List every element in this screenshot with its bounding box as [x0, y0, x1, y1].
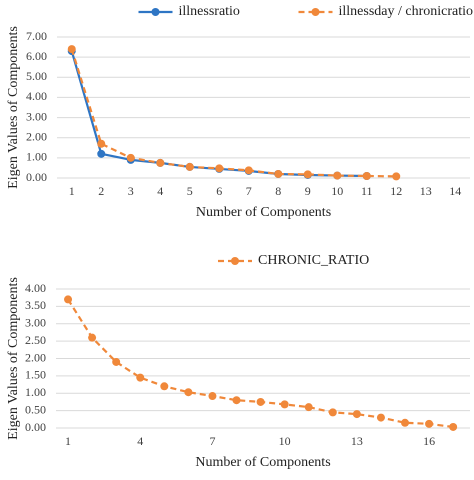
point [112, 357, 121, 366]
y-tick-label: 3.50 [25, 298, 46, 312]
y-tick-label: 6.00 [26, 49, 47, 63]
point [304, 403, 313, 412]
x-tick-label: 11 [361, 184, 373, 198]
y-tick-label: 0.00 [26, 170, 47, 184]
x-tick-label: 7 [209, 434, 215, 448]
y-tick-label: 0.50 [25, 402, 46, 416]
y-axis-label: Eigen Values of Components [6, 277, 21, 440]
point [64, 295, 73, 304]
point [328, 408, 337, 417]
x-axis-label: Number of Components [195, 455, 330, 470]
y-tick-label: 3.00 [25, 316, 46, 330]
point [244, 166, 253, 175]
point [88, 333, 97, 342]
series-line [70, 50, 367, 178]
point [352, 410, 361, 419]
x-tick-label: 7 [246, 184, 252, 198]
series-line [70, 48, 397, 178]
x-tick-label: 13 [420, 184, 432, 198]
y-tick-label: 1.00 [25, 385, 46, 399]
y-tick-label: 2.00 [26, 129, 47, 143]
x-tick-label: 12 [390, 184, 402, 198]
point [97, 139, 106, 148]
y-tick-label: 3.00 [26, 109, 47, 123]
legend-marker [231, 257, 239, 265]
y-tick-label: 5.00 [26, 69, 47, 83]
point [67, 45, 76, 54]
x-tick-label: 3 [128, 184, 134, 198]
y-tick-label: 4.00 [25, 281, 46, 295]
x-tick-label: 14 [449, 184, 461, 198]
point [333, 171, 342, 180]
y-tick-label: 1.00 [26, 150, 47, 164]
x-tick-label: 16 [423, 434, 435, 448]
point [97, 149, 106, 158]
x-tick-label: 6 [216, 184, 222, 198]
point [401, 418, 410, 427]
point [160, 382, 169, 391]
x-tick-label: 4 [137, 434, 143, 448]
point [156, 158, 165, 167]
legend-label: CHRONIC_RATIO [258, 253, 369, 268]
point [362, 171, 371, 180]
point [449, 422, 458, 431]
y-tick-label: 2.00 [25, 350, 46, 364]
point [136, 373, 145, 382]
point [126, 153, 135, 162]
legend-marker [151, 8, 160, 16]
x-tick-label: 8 [275, 184, 281, 198]
x-tick-label: 4 [157, 184, 163, 198]
x-tick-label: 13 [351, 434, 363, 448]
point [215, 164, 224, 173]
y-tick-label: 2.50 [25, 333, 46, 347]
point [274, 169, 283, 178]
point [303, 170, 312, 179]
point [184, 388, 193, 397]
series-line [67, 298, 454, 429]
legend-label: illnessratio [179, 4, 240, 19]
legend-marker [311, 8, 320, 16]
legend-label: illnessday / chronicratio [339, 4, 474, 19]
y-tick-label: 1.50 [25, 368, 46, 382]
point [185, 162, 194, 171]
point [376, 413, 385, 422]
point [425, 419, 434, 428]
y-tick-label: 4.00 [26, 89, 47, 103]
x-tick-label: 1 [69, 184, 75, 198]
x-tick-label: 2 [98, 184, 104, 198]
point [392, 172, 401, 181]
x-tick-label: 10 [331, 184, 343, 198]
x-tick-label: 9 [305, 184, 311, 198]
point [256, 397, 265, 406]
x-tick-label: 10 [279, 434, 291, 448]
x-tick-label: 1 [65, 434, 71, 448]
point [232, 396, 241, 405]
y-tick-label: 7.00 [26, 29, 47, 43]
x-axis-label: Number of Components [196, 205, 331, 220]
y-axis-label: Eigen Values of Components [6, 26, 21, 189]
y-tick-label: 0.00 [25, 420, 46, 434]
point [280, 400, 289, 409]
x-tick-label: 5 [187, 184, 193, 198]
point [208, 392, 217, 401]
